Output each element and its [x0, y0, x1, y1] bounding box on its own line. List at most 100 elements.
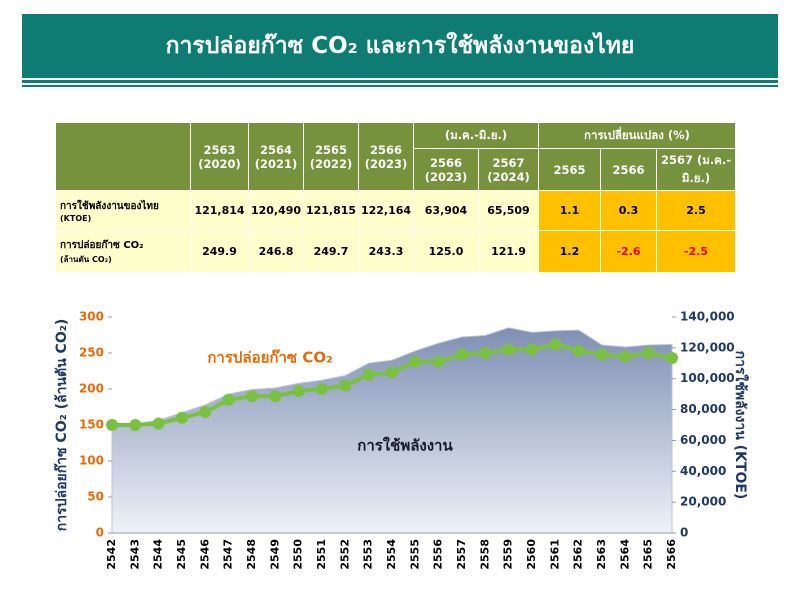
row-header: การใช้พลังงานของไทย (KTOE)	[55, 190, 191, 231]
col-header: 2566 (2023)	[358, 122, 414, 191]
x-tick-label: 2544	[152, 539, 165, 570]
x-tick-label: 2545	[175, 539, 188, 570]
cell: 121.9	[478, 230, 539, 273]
row-unit: (KTOE)	[60, 213, 92, 223]
point	[176, 411, 188, 424]
cell: 243.3	[358, 230, 414, 273]
col-header: 2566	[600, 148, 657, 191]
point	[456, 348, 468, 361]
x-tick-label: 2565	[642, 539, 655, 570]
point	[666, 352, 678, 365]
x-tick-label: 2559	[502, 539, 515, 570]
cell: 1.2	[538, 230, 601, 273]
point	[596, 348, 608, 361]
col-header: 2564 (2021)	[248, 122, 304, 191]
y2-tick-label: 40,000	[680, 464, 726, 478]
x-tick-label: 2553	[362, 539, 375, 570]
y2-tick-label: 20,000	[680, 495, 726, 509]
y-tick-label: 50	[87, 490, 104, 504]
cell: 2.5	[656, 190, 736, 231]
x-tick-label: 2543	[128, 539, 141, 570]
y-tick-label: 200	[79, 382, 104, 396]
point	[362, 368, 375, 381]
x-tick-label: 2562	[572, 539, 585, 570]
point	[409, 355, 422, 368]
x-tick-label: 2555	[408, 539, 421, 570]
data-table: 2563 (2020) 2564 (2021) 2565 (2022) 2566…	[55, 122, 736, 273]
x-tick-label: 2542	[105, 539, 118, 570]
rule	[22, 80, 778, 83]
point	[199, 406, 212, 419]
cell: 125.0	[413, 230, 479, 273]
point	[386, 366, 398, 379]
title: การปล่อยก๊าซ CO₂ และการใช้พลังงานของไทย	[165, 33, 635, 59]
point	[619, 350, 632, 363]
point	[479, 347, 492, 359]
y-tick-label: 300	[79, 310, 104, 324]
x-tick-label: 2563	[595, 539, 608, 570]
col-header: 2565 (2022)	[303, 122, 359, 191]
row-label: การปล่อยก๊าซ CO₂	[60, 239, 144, 251]
point	[292, 385, 305, 398]
cell: 249.9	[190, 230, 249, 273]
x-tick-label: 2558	[478, 539, 491, 570]
x-tick-label: 2560	[525, 539, 538, 570]
point	[152, 417, 165, 430]
y2-tick-label: 0	[680, 526, 688, 540]
col-header: (ม.ค.-มิ.ย.)	[413, 122, 539, 149]
x-tick-label: 2564	[618, 539, 631, 570]
col-header: 2566 (2023)	[413, 148, 479, 191]
x-tick-label: 2554	[385, 539, 398, 570]
x-tick-label: 2556	[432, 539, 445, 570]
point	[106, 419, 118, 431]
y2-tick-label: 100,000	[680, 371, 735, 385]
x-tick-label: 2547	[222, 539, 235, 570]
x-tick-label: 2548	[245, 539, 258, 570]
x-tick-label: 2561	[548, 539, 561, 570]
y2-tick-label: 140,000	[680, 310, 735, 324]
x-tick-label: 2566	[665, 539, 678, 570]
y2-tick-label: 60,000	[680, 433, 726, 447]
point	[572, 344, 585, 357]
point	[502, 343, 515, 356]
series-label: การปล่อยก๊าซ CO₂	[207, 349, 332, 367]
x-tick-label: 2551	[315, 539, 328, 570]
cell: -2.5	[656, 230, 736, 273]
point	[642, 347, 655, 359]
row-unit: (ล้านตัน CO₂)	[60, 254, 112, 264]
cell: -2.6	[600, 230, 657, 273]
x-tick-label: 2549	[268, 539, 281, 570]
cell: 121,814	[190, 190, 249, 231]
x-tick-label: 2552	[338, 539, 351, 570]
y-tick-label: 0	[96, 526, 104, 540]
point	[432, 355, 445, 368]
cell: 120,490	[248, 190, 304, 231]
y-tick-label: 100	[79, 454, 104, 468]
point	[549, 338, 562, 351]
col-header: 2565	[538, 148, 601, 191]
row-label: การใช้พลังงานของไทย	[60, 200, 159, 212]
y2-tick-label: 120,000	[680, 340, 735, 354]
series-label: การใช้พลังงาน	[357, 437, 453, 455]
area	[111, 327, 673, 534]
row-header: การปล่อยก๊าซ CO₂ (ล้านตัน CO₂)	[55, 230, 191, 273]
point	[269, 390, 282, 403]
x-tick-label: 2550	[292, 539, 305, 570]
point	[339, 379, 352, 392]
point	[526, 343, 538, 356]
y2-axis-title: การใช้พลังงาน (KTOE)	[732, 351, 750, 500]
cell: 65,509	[478, 190, 539, 231]
col-header: 2563 (2020)	[190, 122, 249, 191]
y-axis-title: การปล่อยก๊าซ CO₂ (ล้านตัน CO₂)	[53, 319, 70, 531]
point	[246, 390, 258, 403]
cell: 249.7	[303, 230, 359, 273]
point	[129, 419, 142, 431]
cell: 121,815	[303, 190, 359, 231]
rule	[22, 85, 778, 87]
col-header: การเปลี่ยนแปลง (%)	[538, 122, 736, 149]
y2-tick-label: 80,000	[680, 402, 726, 416]
line	[112, 342, 673, 427]
cell: 0.3	[600, 190, 657, 231]
